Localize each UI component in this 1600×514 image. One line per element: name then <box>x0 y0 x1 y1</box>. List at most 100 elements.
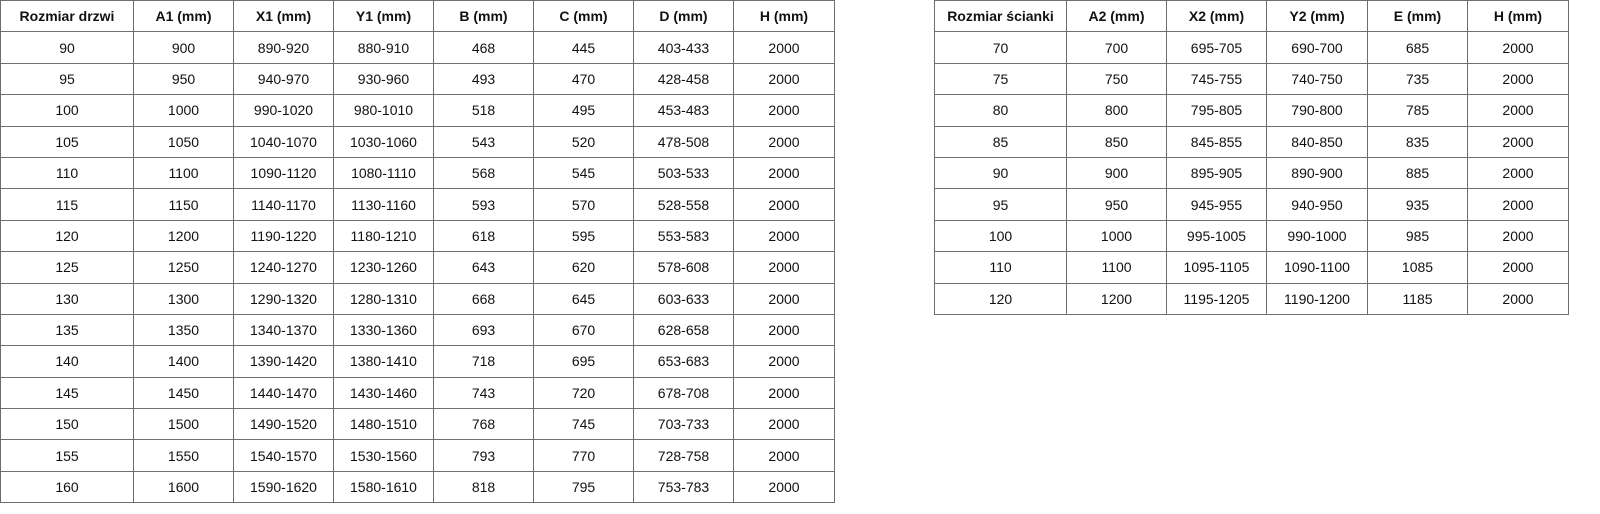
table-row: 150 1500 1490-1520 1480-1510 768 745 703-733 20… <box>0 408 835 441</box>
table-cell: 1390-1420 <box>233 345 334 378</box>
table-cell: 890-900 <box>1266 156 1368 190</box>
table-cell: 1040-1070 <box>233 125 334 158</box>
table-cell: 2000 <box>733 345 835 378</box>
table-cell: 1590-1620 <box>233 470 334 504</box>
table-cell: 2000 <box>733 31 835 64</box>
table-cell: 718 <box>433 345 534 378</box>
table-cell: 753-783 <box>633 470 734 504</box>
table-cell: 553-583 <box>633 219 734 253</box>
table-cell: 835 <box>1367 125 1468 158</box>
table-cell: 2000 <box>733 313 835 347</box>
table-cell: 520 <box>533 125 634 158</box>
table-cell: 2000 <box>733 282 835 315</box>
column-header: A1 (mm) <box>133 0 234 33</box>
table-row: 95 950 940-970 930-960 493 470 428-458 2000 <box>0 62 835 96</box>
table-cell: 495 <box>533 94 634 127</box>
table-cell: 980-1010 <box>333 94 434 127</box>
table-cell: 595 <box>533 219 634 253</box>
table-cell: 125 <box>0 251 134 284</box>
table-cell: 940-950 <box>1266 188 1368 221</box>
table-cell: 1450 <box>133 376 234 410</box>
table-cell: 770 <box>533 439 634 472</box>
table-cell: 1240-1270 <box>233 251 334 284</box>
column-header: X1 (mm) <box>233 0 334 33</box>
table-cell: 1030-1060 <box>333 125 434 158</box>
table-row: 105 1050 1040-1070 1030-1060 543 520 478-508 20… <box>0 125 835 158</box>
table-cell: 720 <box>533 376 634 410</box>
table-cell: 700 <box>1066 31 1167 64</box>
column-header: E (mm) <box>1367 0 1468 33</box>
table-cell: 1440-1470 <box>233 376 334 410</box>
table-cell: 950 <box>1066 188 1167 221</box>
table-cell: 1090-1120 <box>233 156 334 190</box>
table-cell: 2000 <box>733 408 835 441</box>
table-cell: 578-608 <box>633 251 734 284</box>
column-header: H (mm) <box>1467 0 1569 33</box>
table-cell: 695-705 <box>1166 31 1267 64</box>
table-cell: 100 <box>934 219 1067 253</box>
table-cell: 1600 <box>133 470 234 504</box>
table-row: 90 900 890-920 880-910 468 445 403-433 2000 <box>0 31 835 64</box>
table-cell: 668 <box>433 282 534 315</box>
table-cell: 1090-1100 <box>1266 251 1368 284</box>
table-cell: 468 <box>433 31 534 64</box>
table-row: 100 1000 995-1005 990-1000 985 2000 <box>934 219 1569 253</box>
table-cell: 1300 <box>133 282 234 315</box>
table-cell: 935 <box>1367 188 1468 221</box>
table-cell: 890-920 <box>233 31 334 64</box>
table-cell: 503-533 <box>633 156 734 190</box>
table-row: 110 1100 1095-1105 1090-1100 1085 2000 <box>934 251 1569 284</box>
table-cell: 1100 <box>133 156 234 190</box>
table-cell: 653-683 <box>633 345 734 378</box>
table-cell: 795-805 <box>1166 94 1267 127</box>
table-row: 100 1000 990-1020 980-1010 518 495 453-483 2000 <box>0 94 835 127</box>
table-cell: 90 <box>934 156 1067 190</box>
table-cell: 790-800 <box>1266 94 1368 127</box>
table-cell: 743 <box>433 376 534 410</box>
table-row: 95 950 945-955 940-950 935 2000 <box>934 188 1569 221</box>
table-cell: 1250 <box>133 251 234 284</box>
table-cell: 895-905 <box>1166 156 1267 190</box>
table-row: 80 800 795-805 790-800 785 2000 <box>934 94 1569 127</box>
table-row: 90 900 895-905 890-900 885 2000 <box>934 156 1569 190</box>
table-cell: 100 <box>0 94 134 127</box>
table-cell: 1150 <box>133 188 234 221</box>
table-cell: 80 <box>934 94 1067 127</box>
table-cell: 900 <box>1066 156 1167 190</box>
table-row: 75 750 745-755 740-750 735 2000 <box>934 62 1569 96</box>
table-cell: 545 <box>533 156 634 190</box>
table-cell: 693 <box>433 313 534 347</box>
table-cell: 1140-1170 <box>233 188 334 221</box>
table-cell: 105 <box>0 125 134 158</box>
table-cell: 703-733 <box>633 408 734 441</box>
table-cell: 95 <box>0 62 134 96</box>
table-cell: 678-708 <box>633 376 734 410</box>
table-cell: 568 <box>433 156 534 190</box>
table-cell: 518 <box>433 94 534 127</box>
table-cell: 1185 <box>1367 282 1468 315</box>
table-cell: 110 <box>934 251 1067 284</box>
table-cell: 1000 <box>133 94 234 127</box>
table-cell: 1085 <box>1367 251 1468 284</box>
table-cell: 1100 <box>1066 251 1167 284</box>
table-row: 120 1200 1190-1220 1180-1210 618 595 553-583 20… <box>0 219 835 253</box>
table-cell: 2000 <box>1467 219 1569 253</box>
table-cell: 120 <box>0 219 134 253</box>
table-cell: 2000 <box>1467 156 1569 190</box>
table-row: 145 1450 1440-1470 1430-1460 743 720 678-708 20… <box>0 376 835 410</box>
table-cell: 85 <box>934 125 1067 158</box>
table-cell: 1290-1320 <box>233 282 334 315</box>
table-cell: 745 <box>533 408 634 441</box>
table-cell: 528-558 <box>633 188 734 221</box>
table-cell: 1580-1610 <box>333 470 434 504</box>
table-cell: 740-750 <box>1266 62 1368 96</box>
table-cell: 593 <box>433 188 534 221</box>
table-cell: 1230-1260 <box>333 251 434 284</box>
table-cell: 403-433 <box>633 31 734 64</box>
table-cell: 1540-1570 <box>233 439 334 472</box>
table-cell: 2000 <box>733 219 835 253</box>
table-cell: 795 <box>533 470 634 504</box>
table-cell: 818 <box>433 470 534 504</box>
table-cell: 1530-1560 <box>333 439 434 472</box>
wall-size-table: Rozmiar ścianki A2 (mm) X2 (mm) Y2 (mm) E (m… <box>934 0 1569 315</box>
